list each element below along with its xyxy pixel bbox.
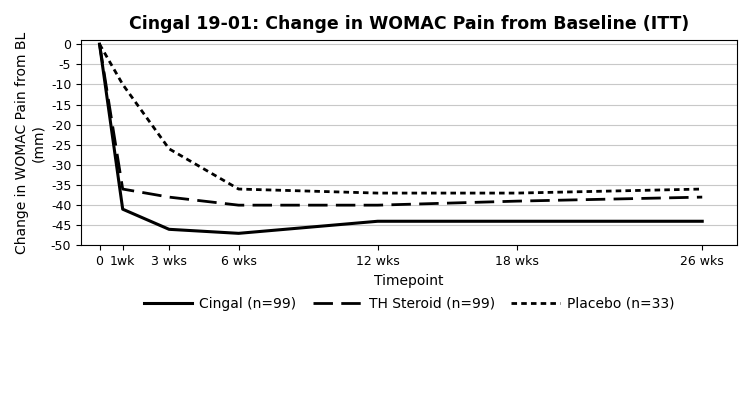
- TH Steroid (n=99): [165, 195, 174, 200]
- Cingal (n=99): [234, 231, 243, 236]
- Cingal (n=99): [373, 219, 382, 224]
- Placebo (n=33): [234, 187, 243, 191]
- Placebo (n=33): [512, 191, 521, 196]
- Y-axis label: Change in WOMAC Pain from BL
(mm): Change in WOMAC Pain from BL (mm): [15, 32, 45, 254]
- Cingal (n=99): [165, 227, 174, 232]
- Cingal (n=99): [118, 207, 127, 212]
- Title: Cingal 19-01: Change in WOMAC Pain from Baseline (ITT): Cingal 19-01: Change in WOMAC Pain from …: [129, 15, 689, 33]
- TH Steroid (n=99): [118, 187, 127, 191]
- Cingal (n=99): [512, 219, 521, 224]
- TH Steroid (n=99): [698, 195, 707, 200]
- TH Steroid (n=99): [512, 199, 521, 204]
- TH Steroid (n=99): [234, 203, 243, 208]
- Placebo (n=33): [118, 82, 127, 87]
- Placebo (n=33): [165, 146, 174, 151]
- Line: TH Steroid (n=99): TH Steroid (n=99): [99, 44, 702, 205]
- Cingal (n=99): [95, 42, 104, 46]
- Placebo (n=33): [373, 191, 382, 196]
- Line: Cingal (n=99): Cingal (n=99): [99, 44, 702, 234]
- X-axis label: Timepoint: Timepoint: [374, 274, 444, 288]
- TH Steroid (n=99): [373, 203, 382, 208]
- Line: Placebo (n=33): Placebo (n=33): [99, 44, 702, 193]
- Legend: Cingal (n=99), TH Steroid (n=99), Placebo (n=33): Cingal (n=99), TH Steroid (n=99), Placeb…: [138, 291, 680, 316]
- TH Steroid (n=99): [95, 42, 104, 46]
- Placebo (n=33): [95, 42, 104, 46]
- Cingal (n=99): [698, 219, 707, 224]
- Placebo (n=33): [698, 187, 707, 191]
